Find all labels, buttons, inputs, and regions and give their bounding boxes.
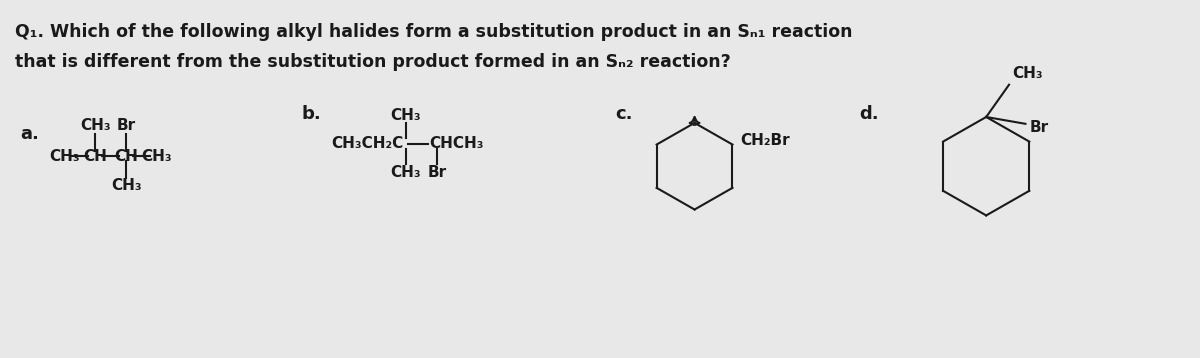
Text: CH₃: CH₃ — [390, 165, 421, 180]
Text: CH: CH — [84, 149, 107, 164]
Text: c.: c. — [614, 105, 632, 123]
Text: b.: b. — [301, 105, 322, 123]
Text: CH₃CH₂C: CH₃CH₂C — [331, 136, 404, 151]
Text: Q₁. Which of the following alkyl halides form a substitution product in an Sₙ₁ r: Q₁. Which of the following alkyl halides… — [14, 23, 852, 41]
Text: CH₃: CH₃ — [80, 118, 110, 133]
Text: CH₂Br: CH₂Br — [740, 133, 790, 148]
Text: CH₃: CH₃ — [390, 107, 421, 122]
Text: CH₃: CH₃ — [1012, 66, 1043, 81]
Text: CH₃: CH₃ — [142, 149, 173, 164]
Text: CHCH₃: CHCH₃ — [428, 136, 484, 151]
Text: CH₃: CH₃ — [110, 178, 142, 193]
Text: Br: Br — [116, 118, 136, 133]
Text: that is different from the substitution product formed in an Sₙ₂ reaction?: that is different from the substitution … — [14, 53, 731, 71]
Text: d.: d. — [859, 105, 878, 123]
Text: Br: Br — [427, 165, 446, 180]
Text: a.: a. — [20, 125, 40, 143]
Text: Br: Br — [1030, 120, 1049, 135]
Text: CH: CH — [114, 149, 138, 164]
Text: CH₃: CH₃ — [49, 149, 80, 164]
